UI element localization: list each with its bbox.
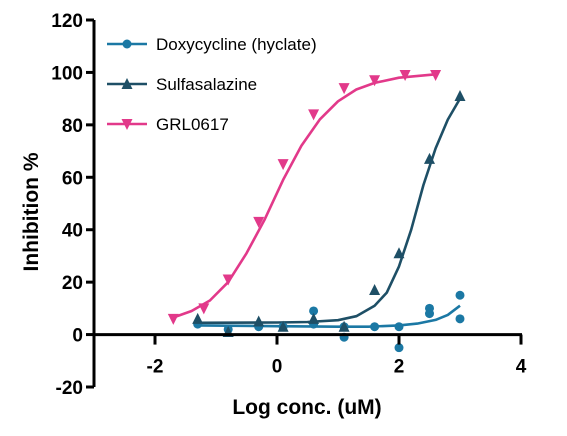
data-point-series-2	[369, 75, 381, 87]
data-markers	[167, 70, 466, 353]
data-point-series-0	[455, 290, 465, 300]
data-point-series-1	[192, 312, 204, 324]
data-point-series-1	[393, 247, 405, 259]
data-point-series-2	[167, 313, 179, 325]
legend-label-grl0617: GRL0617	[156, 115, 229, 134]
y-axis-ticks: -20 0 20 40 60 80 100 120	[51, 11, 94, 399]
data-point-series-1	[277, 320, 289, 332]
y-axis-title: Inhibition %	[20, 152, 43, 271]
data-point-series-2	[253, 216, 265, 228]
fit-curve-series-2	[172, 73, 436, 319]
x-tick-label: 2	[394, 357, 405, 378]
data-point-series-0	[425, 309, 434, 319]
fit-curve-series-1	[197, 97, 462, 325]
legend-marker-circle	[122, 39, 132, 49]
legend-item-grl0617: GRL0617	[107, 115, 229, 134]
y-tick-label: 20	[62, 273, 83, 294]
y-tick-label: 100	[51, 63, 83, 84]
data-point-series-0	[309, 306, 319, 316]
data-point-series-0	[394, 322, 404, 332]
y-tick-label: 40	[62, 221, 83, 242]
data-point-series-1	[308, 312, 320, 324]
legend-label-sulfasalazine: Sulfasalazine	[156, 75, 257, 94]
x-tick-label: 0	[272, 357, 283, 378]
y-tick-label: 80	[62, 116, 83, 137]
data-point-series-0	[394, 343, 404, 353]
data-point-series-2	[308, 109, 320, 121]
data-point-series-0	[370, 322, 380, 332]
data-point-series-2	[399, 70, 411, 82]
data-point-series-1	[454, 90, 466, 102]
legend-marker-triangle-down	[121, 119, 133, 130]
data-point-series-2	[338, 83, 350, 95]
x-tick-label: 4	[516, 357, 527, 378]
data-point-series-1	[424, 152, 435, 164]
data-point-series-2	[198, 303, 210, 315]
data-point-series-1	[369, 284, 381, 296]
data-point-series-1	[338, 320, 350, 332]
y-tick-label: 60	[62, 168, 83, 189]
legend-item-doxycycline: Doxycycline (hyclate)	[107, 35, 317, 54]
legend-item-sulfasalazine: Sulfasalazine	[107, 75, 257, 94]
legend-label-doxycycline: Doxycycline (hyclate)	[156, 35, 317, 54]
x-tick-label: -2	[147, 357, 164, 378]
x-axis-ticks: -2 0 2 4	[147, 334, 527, 378]
data-point-series-2	[430, 70, 442, 82]
y-tick-label: 0	[72, 326, 83, 347]
data-point-series-0	[455, 314, 465, 324]
data-point-series-1	[253, 315, 265, 327]
y-tick-label: -20	[56, 378, 83, 399]
data-point-series-2	[222, 274, 234, 286]
x-axis-title: Log conc. (uM)	[232, 396, 381, 419]
y-tick-label: 120	[51, 11, 83, 32]
legend: Doxycycline (hyclate) Sulfasalazine GRL0…	[107, 35, 317, 134]
data-point-series-2	[277, 159, 289, 171]
legend-marker-triangle-up	[121, 78, 133, 89]
